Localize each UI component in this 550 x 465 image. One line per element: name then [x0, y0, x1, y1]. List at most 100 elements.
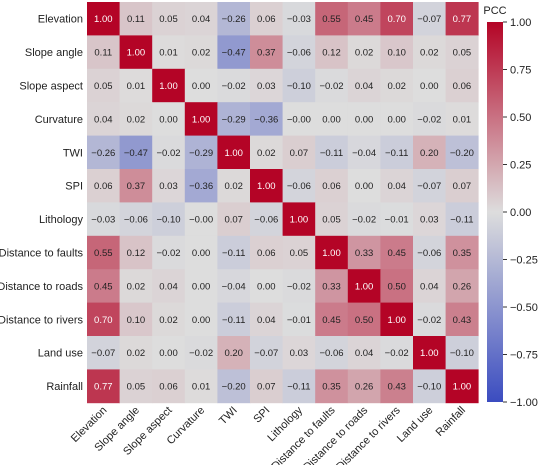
heatmap-cell	[315, 135, 349, 170]
cell-value-label: 0.04	[355, 348, 374, 359]
heatmap-cell	[413, 35, 446, 70]
heatmap-cell	[282, 68, 316, 103]
heatmap-cell	[152, 35, 186, 70]
heatmap-cell	[184, 336, 218, 370]
heatmap-cell	[250, 35, 283, 70]
heatmap-cell	[87, 235, 120, 270]
heatmap-cell	[217, 269, 251, 303]
heatmap-cell	[217, 35, 251, 70]
cell-value-label: 0.03	[257, 81, 276, 92]
heatmap-cell	[347, 35, 381, 70]
heatmap-cell	[152, 235, 186, 270]
y-tick-label: Distance to roads	[0, 281, 83, 293]
heatmap-cell	[315, 235, 349, 270]
cell-value-label: 0.02	[387, 81, 406, 92]
cell-value-label: −0.02	[319, 81, 343, 92]
cell-value-label: 0.00	[192, 248, 211, 259]
cell-value-label: 0.20	[420, 148, 439, 159]
cell-value-label: 0.50	[355, 315, 374, 326]
heatmap-cell	[315, 202, 349, 237]
heatmap-cell	[184, 35, 218, 70]
cell-value-label: 1.00	[355, 281, 374, 292]
heatmap-cell	[445, 336, 479, 370]
heatmap-cell	[413, 369, 446, 404]
cell-value-label: −0.10	[450, 348, 474, 359]
colorbar-tick-label: 0.50	[510, 112, 531, 124]
heatmap-cell	[250, 202, 283, 237]
cell-value-label: 0.00	[355, 181, 374, 192]
heatmap-cell	[87, 2, 120, 36]
heatmap-cell	[184, 68, 218, 103]
cell-value-label: 0.02	[355, 48, 374, 59]
cell-value-label: −0.10	[417, 382, 441, 393]
heatmap-cell	[250, 269, 283, 303]
heatmap-cell	[87, 336, 120, 370]
heatmap-cell	[315, 302, 349, 337]
heatmap-cell	[119, 2, 153, 36]
heatmap-cell	[413, 102, 446, 136]
cell-value-label: −0.02	[156, 248, 180, 259]
x-tick-label: Land use	[395, 404, 435, 444]
heatmap-cell	[184, 135, 218, 170]
heatmap-cell	[347, 369, 381, 404]
cell-value-label: 0.07	[453, 181, 472, 192]
heatmap-cell	[380, 302, 414, 337]
cell-value-label: 0.20	[224, 348, 243, 359]
cell-value-label: 0.00	[420, 81, 439, 92]
cell-value-label: −0.47	[124, 148, 148, 159]
cell-value-label: 0.07	[257, 382, 276, 393]
cell-value-label: 0.07	[224, 215, 243, 226]
cell-value-label: −0.11	[450, 215, 473, 226]
cell-value-label: 1.00	[387, 315, 406, 326]
heatmap-cell	[152, 202, 186, 237]
heatmap-cell	[445, 2, 479, 36]
cell-value-label: −0.02	[417, 114, 441, 125]
y-tick-label: SPI	[65, 181, 83, 193]
heatmap-cell	[152, 135, 186, 170]
heatmap-cell	[445, 302, 479, 337]
cell-value-label: 0.06	[159, 382, 178, 393]
heatmap-cell	[282, 135, 316, 170]
heatmap-cell	[152, 269, 186, 303]
cell-value-label: 1.00	[322, 248, 341, 259]
cell-value-label: −0.07	[91, 348, 115, 359]
heatmap-cell	[217, 202, 251, 237]
cell-value-label: 0.05	[290, 248, 309, 259]
heatmap-cell	[347, 68, 381, 103]
cell-value-label: −0.06	[287, 181, 311, 192]
heatmap-cell-labels: 1.00 0.11 0.05 0.04 −0.26 0.06 −0.03 0.55 0.45 0.…	[91, 14, 474, 392]
colorbar-tick-label: 1.00	[510, 17, 531, 29]
cell-value-label: 0.00	[159, 114, 178, 125]
cell-value-label: 1.00	[224, 148, 243, 159]
cell-value-label: −0.06	[287, 48, 311, 59]
cell-value-label: 0.04	[257, 315, 276, 326]
cell-value-label: 0.01	[159, 48, 178, 59]
cell-value-label: 0.02	[192, 48, 211, 59]
cell-value-label: 0.70	[387, 14, 406, 25]
cell-value-label: 0.06	[257, 14, 276, 25]
cell-value-label: 0.45	[322, 315, 341, 326]
y-tick-label: Curvature	[35, 114, 83, 126]
cell-value-label: 0.01	[127, 81, 146, 92]
heatmap-cell	[282, 169, 316, 203]
cell-value-label: 0.00	[192, 315, 211, 326]
cell-value-label: 0.05	[159, 14, 178, 25]
cell-value-label: 0.45	[355, 14, 374, 25]
cell-value-label: 0.43	[387, 382, 406, 393]
cell-value-label: −0.02	[287, 281, 311, 292]
cell-value-label: 0.43	[453, 315, 472, 326]
cell-value-label: 1.00	[453, 382, 472, 393]
cell-value-label: 1.00	[257, 181, 276, 192]
x-tick-label: Rainfall	[434, 404, 468, 438]
cell-value-label: 1.00	[127, 48, 146, 59]
x-tick-label: TWI	[217, 404, 240, 427]
cell-value-label: −0.36	[254, 114, 278, 125]
heatmap-cell	[119, 35, 153, 70]
heatmap-cell	[217, 336, 251, 370]
cell-value-label: −0.29	[189, 148, 213, 159]
heatmap-cell	[380, 68, 414, 103]
cell-value-label: 0.10	[127, 315, 146, 326]
cell-value-label: 0.37	[257, 48, 276, 59]
heatmap-cell	[217, 169, 251, 203]
